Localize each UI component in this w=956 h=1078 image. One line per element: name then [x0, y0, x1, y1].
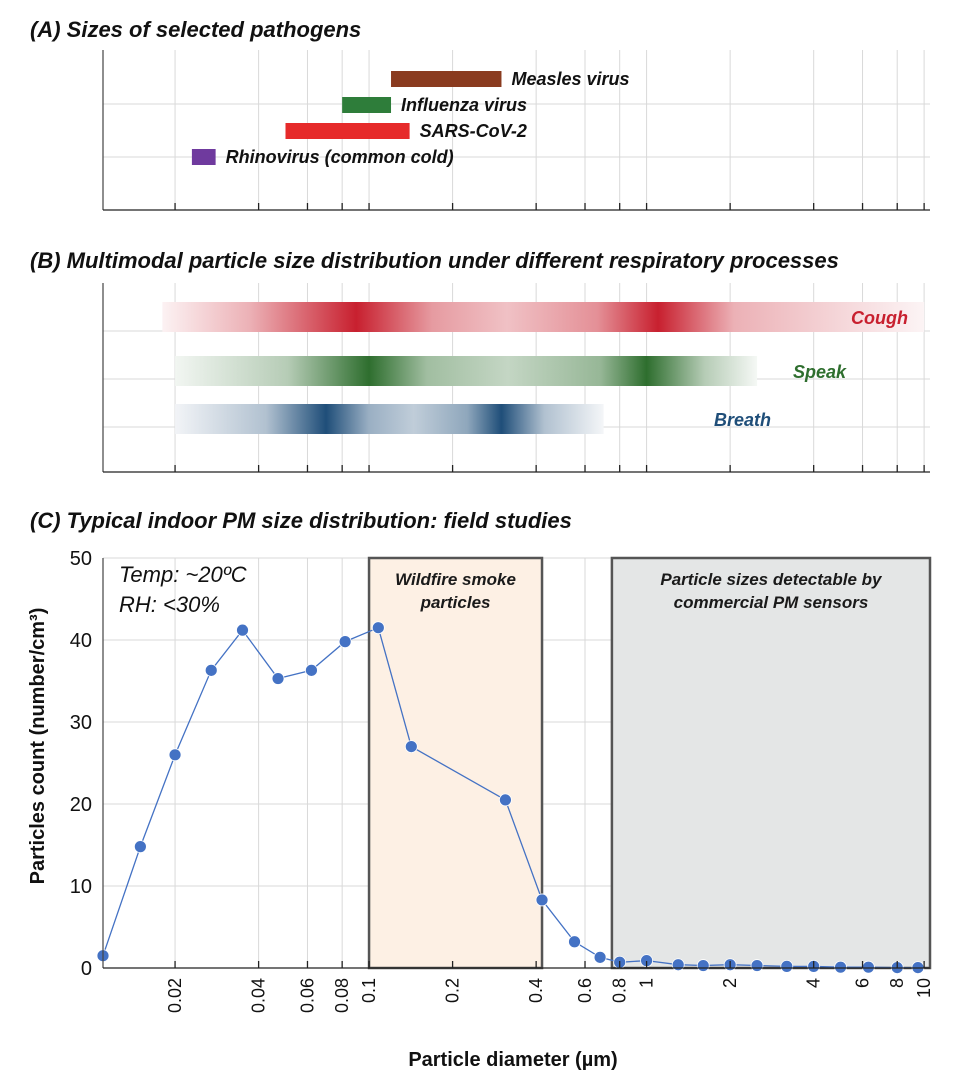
panel-c-title: (C) Typical indoor PM size distribution:… — [30, 508, 572, 533]
condition-rh: RH: <30% — [119, 592, 220, 617]
pathogen-bar — [391, 71, 502, 87]
x-tick-label: 0.06 — [298, 978, 318, 1013]
panel-c: Wildfire smoke particles Particle sizes de… — [27, 548, 934, 1071]
data-point — [271, 672, 285, 685]
band-label: Breath — [714, 410, 771, 430]
data-point — [593, 950, 607, 964]
data-point — [750, 959, 764, 972]
panel-b-title: (B) Multimodal particle size distributio… — [30, 248, 839, 273]
pathogen-label: SARS-CoV-2 — [420, 121, 527, 141]
data-point — [168, 748, 182, 762]
pathogen-bar — [342, 97, 392, 113]
y-tick-label: 40 — [70, 630, 92, 652]
region-label: commercial PM sensors — [674, 593, 869, 612]
x-tick-label: 8 — [887, 978, 907, 988]
data-point — [404, 740, 418, 753]
band-label: Speak — [793, 362, 847, 382]
data-point — [862, 960, 875, 974]
panel-c-axes: 0.02 0.04 0.06 0.08 0.1 0.2 0.4 0.6 0.8 1 2 4 6 8 10 0 1… — [70, 548, 934, 1013]
band-label: Cough — [851, 308, 908, 328]
panel-b-ticks — [103, 465, 930, 473]
y-tick-label: 50 — [70, 548, 92, 570]
data-point — [236, 623, 249, 637]
panel-b: Cough Speak Breath — [102, 283, 930, 473]
data-point — [133, 840, 147, 854]
data-point — [371, 621, 385, 635]
panel-a-title: (A) Sizes of selected pathogens — [30, 17, 361, 42]
region-label: particles — [420, 593, 491, 612]
y-axis-title: Particles count (number/cm³) — [27, 608, 49, 885]
panel-a-ticks — [103, 203, 930, 211]
band-breath — [175, 404, 604, 434]
y-tick-label: 0 — [81, 958, 92, 980]
data-point — [204, 663, 218, 677]
x-tick-label: 10 — [914, 978, 934, 998]
region-box — [367, 556, 544, 970]
x-tick-label: 0.2 — [443, 978, 463, 1003]
panel-a: Measles virus Influenza virus SARS-CoV-2 Rh… — [102, 50, 930, 211]
region-label: Wildfire smoke — [395, 570, 516, 589]
x-tick-label: 1 — [637, 978, 657, 988]
data-point — [499, 793, 512, 807]
x-tick-label: 0.04 — [249, 978, 269, 1013]
conditions-text: Temp: ~20ºC RH: <30% — [119, 562, 247, 617]
condition-temp: Temp: ~20ºC — [119, 562, 247, 587]
data-point — [338, 635, 352, 649]
pathogen-bar — [191, 149, 216, 165]
y-tick-label: 20 — [70, 794, 92, 816]
x-tick-label: 4 — [804, 978, 824, 988]
data-point — [535, 893, 549, 907]
x-tick-label: 2 — [720, 978, 740, 988]
respiratory-bands: Cough Speak Breath — [162, 302, 925, 434]
y-tick-label: 10 — [70, 876, 92, 898]
pathogen-bars: Measles virus Influenza virus SARS-CoV-2 Rh… — [191, 69, 630, 167]
x-tick-label: 0.08 — [332, 978, 352, 1013]
y-tick-label: 30 — [70, 712, 92, 734]
region-box — [610, 556, 932, 970]
x-tick-label: 0.8 — [610, 978, 630, 1003]
x-tick-label: 0.1 — [359, 978, 379, 1003]
x-axis-title: Particle diameter (µm) — [408, 1049, 617, 1071]
band-cough — [162, 302, 925, 332]
data-point — [696, 959, 710, 972]
data-point — [780, 959, 794, 973]
band-speak — [175, 356, 758, 386]
x-tick-label: 0.4 — [526, 978, 546, 1003]
pathogen-label: Measles virus — [511, 69, 629, 89]
x-tick-label: 0.6 — [575, 978, 595, 1003]
highlight-regions: Wildfire smoke particles Particle sizes de… — [367, 556, 932, 970]
x-tick-label: 6 — [853, 978, 873, 988]
pathogen-label: Influenza virus — [401, 95, 527, 115]
data-point — [834, 960, 847, 974]
data-point — [671, 958, 685, 972]
data-point — [305, 663, 318, 677]
pathogen-bar — [285, 123, 410, 139]
x-tick-label: 0.02 — [165, 978, 185, 1013]
pathogen-label: Rhinovirus (common cold) — [226, 147, 454, 167]
data-point — [568, 935, 581, 949]
region-label: Particle sizes detectable by — [660, 570, 883, 589]
